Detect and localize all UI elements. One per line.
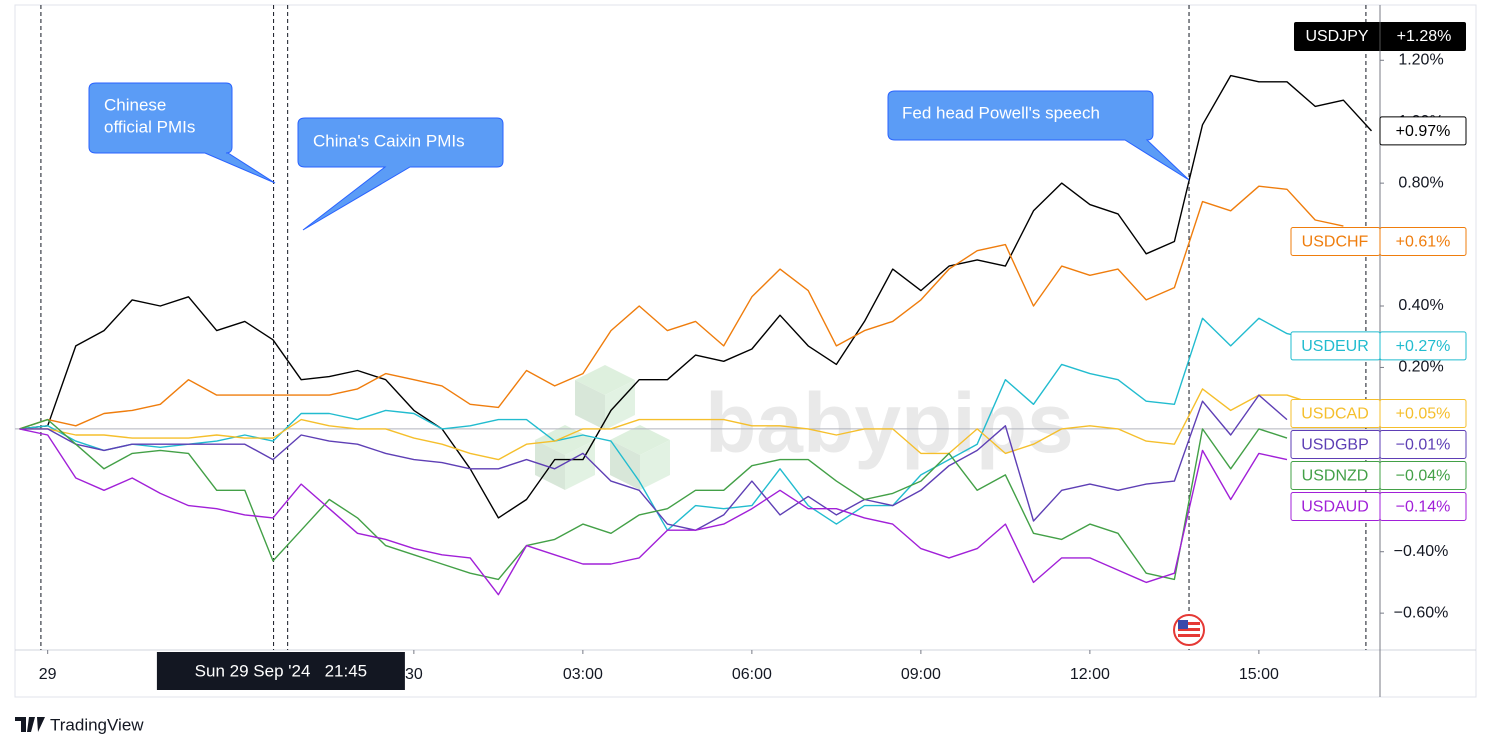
end-value-box	[1379, 430, 1467, 459]
x-tick-label: 06:00	[732, 666, 772, 683]
callout-text: Fed head Powell's speech	[902, 103, 1100, 122]
header-change: +1.28%	[1397, 28, 1452, 45]
us-flag-icon	[1173, 614, 1205, 646]
y-tick-label: −0.60%	[1394, 604, 1449, 621]
y-tick-label: 0.20%	[1398, 359, 1443, 376]
series-line	[19, 74, 1373, 519]
series-name: USDCAD	[1301, 406, 1369, 423]
end-value-box	[1379, 461, 1467, 490]
end-value-label: +0.27%	[1396, 338, 1451, 355]
brand-text: TradingView	[50, 715, 144, 734]
crosshair-label: Sun 29 Sep '24 21:45	[195, 661, 367, 680]
x-tick-label: 30	[405, 666, 423, 683]
series-line	[19, 394, 1288, 531]
end-value-box	[1379, 331, 1467, 361]
x-tick-label: 09:00	[901, 666, 941, 683]
y-tick-label: 1.20%	[1398, 52, 1443, 69]
x-tick-label: 03:00	[563, 666, 603, 683]
series-name: USDCHF	[1302, 234, 1369, 251]
end-value-label: +0.05%	[1396, 406, 1451, 423]
end-value-label: −0.14%	[1396, 499, 1451, 516]
y-tick-label: 0.40%	[1398, 297, 1443, 314]
end-value-label: +0.97%	[1396, 123, 1451, 140]
x-tick-label: 15:00	[1239, 666, 1279, 683]
y-tick-label: 0.80%	[1398, 174, 1443, 191]
end-value-label: −0.04%	[1396, 468, 1451, 485]
end-value-box	[1379, 116, 1467, 146]
watermark-text: babypips	[705, 376, 1074, 470]
end-value-box	[1379, 492, 1467, 521]
x-tick-label: 12:00	[1070, 666, 1110, 683]
x-tick-label: 29	[39, 666, 57, 683]
series-name: USDEUR	[1301, 338, 1369, 355]
series-line	[19, 418, 1288, 581]
series-line	[19, 428, 1288, 596]
series-name: USDAUD	[1301, 499, 1369, 516]
series-line	[19, 388, 1316, 461]
callout-text: Chinese	[104, 95, 166, 114]
end-value-box	[1379, 227, 1467, 256]
series-name: USDJPY	[1305, 28, 1368, 45]
series-name: USDNZD	[1302, 468, 1369, 485]
y-tick-label: −0.40%	[1394, 543, 1449, 560]
callout-text: China's Caixin PMIs	[313, 131, 465, 150]
chart-frame	[14, 4, 1477, 698]
callout-text: official PMIs	[104, 117, 195, 136]
callout	[88, 82, 1190, 231]
series-line	[19, 185, 1344, 430]
crosshair-label-box	[156, 652, 405, 690]
end-value-label: −0.01%	[1396, 437, 1451, 454]
end-value-box	[1379, 399, 1467, 428]
series-name: USDGBP	[1301, 437, 1369, 454]
end-value-label: +0.61%	[1396, 234, 1451, 251]
brand: TradingView	[15, 715, 144, 734]
